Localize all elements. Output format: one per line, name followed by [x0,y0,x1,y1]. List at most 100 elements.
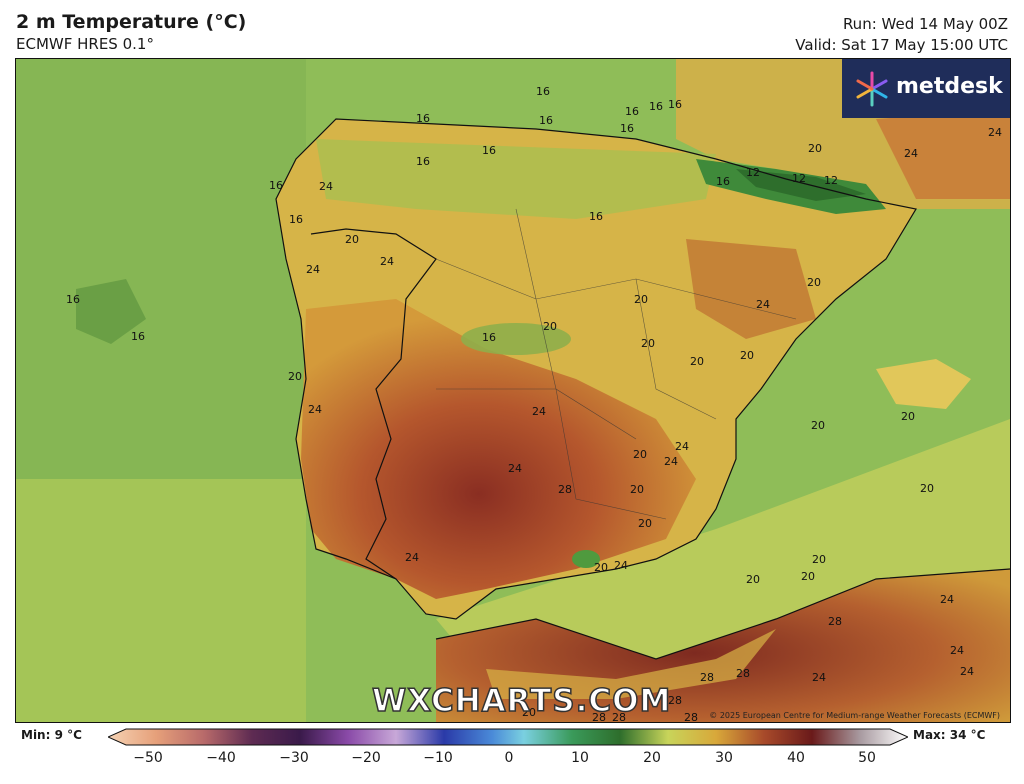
contour-label: 20 [901,410,915,423]
contour-label: 20 [638,517,652,530]
contour-label: 20 [288,370,302,383]
contour-label: 24 [664,455,678,468]
wxcharts-watermark: WXCHARTS.COM [371,682,672,720]
map-canvas: 16 16 16 16 16 16 16 16 16 16 16 16 16 1… [16,59,1010,722]
contour-label: 28 [736,667,750,680]
scale-tick: −10 [423,750,453,766]
contour-label: 24 [306,263,320,276]
scale-tick: 50 [858,750,876,766]
central-system-cool [461,323,571,355]
contour-label: 12 [824,174,838,187]
contour-label: 24 [405,551,419,564]
metdesk-logo-text: metdesk [896,74,1003,99]
contour-label: 20 [807,276,821,289]
min-temperature: Min: 9 °C [21,728,82,742]
contour-label: 16 [625,105,639,118]
contour-label: 20 [594,561,608,574]
contour-label: 20 [630,483,644,496]
scale-tick: −30 [279,750,309,766]
contour-label: 20 [812,553,826,566]
balearic-islands [876,359,971,409]
contour-label: 28 [558,483,572,496]
atlantic-cool-patch [76,279,146,344]
sierra-nevada-cool [572,550,600,568]
scale-tick: −40 [206,750,236,766]
contour-label: 16 [416,155,430,168]
africa-coastline [435,568,1010,660]
contour-label: 16 [482,144,496,157]
contour-label: 16 [131,330,145,343]
contour-label: 16 [269,179,283,192]
header-right: Run: Wed 14 May 00Z Valid: Sat 17 May 15… [795,14,1008,56]
contour-label: 20 [543,320,557,333]
pyrenees-core [736,169,866,201]
scale-tick: 0 [504,750,514,766]
contour-label: 24 [614,559,628,572]
contour-label: 24 [756,298,770,311]
contour-label: 20 [633,448,647,461]
contour-label: 16 [482,331,496,344]
contour-label: 20 [920,482,934,495]
coastline [275,118,917,620]
contour-label: 16 [66,293,80,306]
contour-label: 16 [536,85,550,98]
header-left: 2 m Temperature (°C) ECMWF HRES 0.1° [16,10,246,55]
contour-label: 16 [416,112,430,125]
contour-label: 16 [620,122,634,135]
contour-label: 20 [801,570,815,583]
contour-label: 28 [828,615,842,628]
contour-label: 24 [904,147,918,160]
color-scale-ticks: −50 −40 −30 −20 −10 0 10 20 30 40 50 [0,750,1024,772]
contour-label: 24 [380,255,394,268]
scale-tick: 20 [643,750,661,766]
contour-label: 28 [592,711,606,722]
contour-label: 24 [988,126,1002,139]
contour-label: 24 [940,593,954,606]
contour-label: 16 [589,210,603,223]
contour-label: 24 [812,671,826,684]
color-scale-bar [108,728,908,746]
contour-label: 24 [508,462,522,475]
contour-label: 28 [700,671,714,684]
scale-tick: 30 [715,750,733,766]
contour-label: 24 [960,665,974,678]
metdesk-logo-icon [856,71,888,107]
contour-labels: 16 16 16 16 16 16 16 16 16 16 16 16 16 1… [66,85,1002,722]
contour-label: 20 [634,293,648,306]
northern-green [316,139,716,219]
contour-label: 16 [716,175,730,188]
ebro-warm [686,239,816,339]
contour-label: 20 [690,355,704,368]
scale-tick: 10 [571,750,589,766]
contour-label: 24 [950,644,964,657]
contour-label: 12 [792,172,806,185]
valid-time: Valid: Sat 17 May 15:00 UTC [795,36,1008,54]
contour-label: 20 [522,706,536,719]
max-temperature: Max: 34 °C [913,728,986,742]
contour-label: 16 [668,98,682,111]
contour-label: 20 [811,419,825,432]
portugal-border [310,228,437,580]
contour-label: 20 [345,233,359,246]
run-time: Run: Wed 14 May 00Z [842,15,1008,33]
scale-tick: −50 [133,750,163,766]
contour-label: 28 [684,711,698,722]
contour-label: 24 [675,440,689,453]
contour-label: 12 [746,166,760,179]
scale-tick: −20 [351,750,381,766]
temperature-map[interactable]: 16 16 16 16 16 16 16 16 16 16 16 16 16 1… [15,58,1011,723]
france-hot [876,109,1010,199]
contour-label: 20 [746,573,760,586]
contour-label: 28 [668,694,682,707]
contour-label: 24 [532,405,546,418]
color-scale-ramp [108,728,908,746]
contour-label: 16 [289,213,303,226]
metdesk-logo[interactable]: metdesk [842,59,1010,118]
africa-coast-light [486,629,776,699]
contour-label: 28 [612,711,626,722]
regional-borders [435,208,797,520]
contour-label: 16 [539,114,553,127]
contour-label: 24 [308,403,322,416]
contour-label: 20 [740,349,754,362]
ecmwf-copyright: © 2025 European Centre for Medium-range … [709,711,1000,720]
